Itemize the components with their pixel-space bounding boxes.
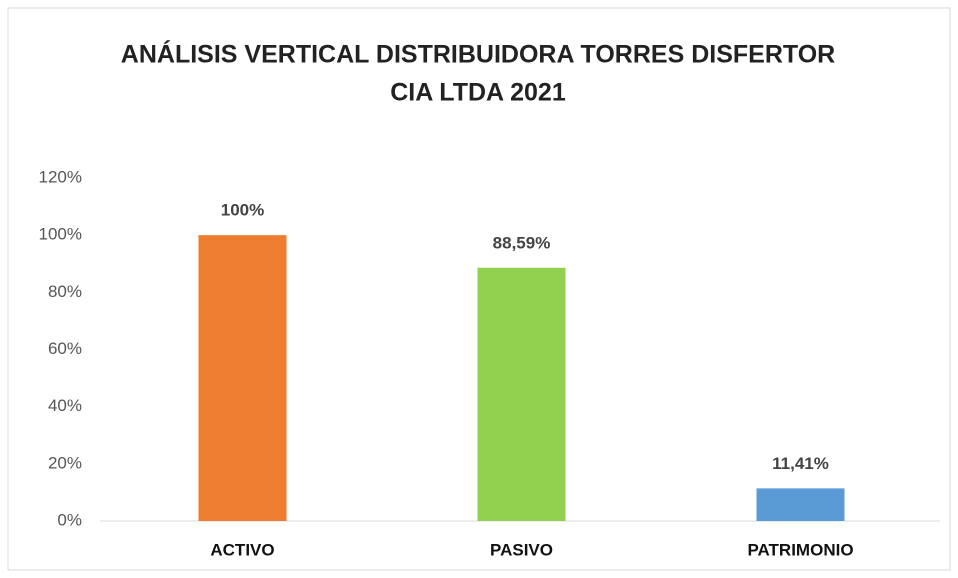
x-tick-label: ACTIVO xyxy=(210,540,274,559)
data-label: 88,59% xyxy=(493,233,551,252)
x-tick-label: PATRIMONIO xyxy=(747,540,853,559)
y-tick-label: 40% xyxy=(48,396,82,415)
bar xyxy=(198,235,287,521)
x-tick-label: PASIVO xyxy=(490,540,553,559)
chart-title: ANÁLISIS VERTICAL DISTRIBUIDORA TORRES D… xyxy=(121,40,835,69)
y-tick-label: 120% xyxy=(39,167,82,186)
bar xyxy=(756,488,845,521)
chart-title: CIA LTDA 2021 xyxy=(390,79,566,107)
y-tick-label: 100% xyxy=(39,225,82,244)
y-tick-label: 20% xyxy=(48,453,82,472)
y-tick-label: 80% xyxy=(48,282,82,301)
data-label: 11,41% xyxy=(772,454,829,473)
y-tick-label: 0% xyxy=(57,510,82,529)
y-tick-label: 60% xyxy=(48,339,82,358)
bar xyxy=(477,267,566,521)
data-label: 100% xyxy=(221,201,264,220)
